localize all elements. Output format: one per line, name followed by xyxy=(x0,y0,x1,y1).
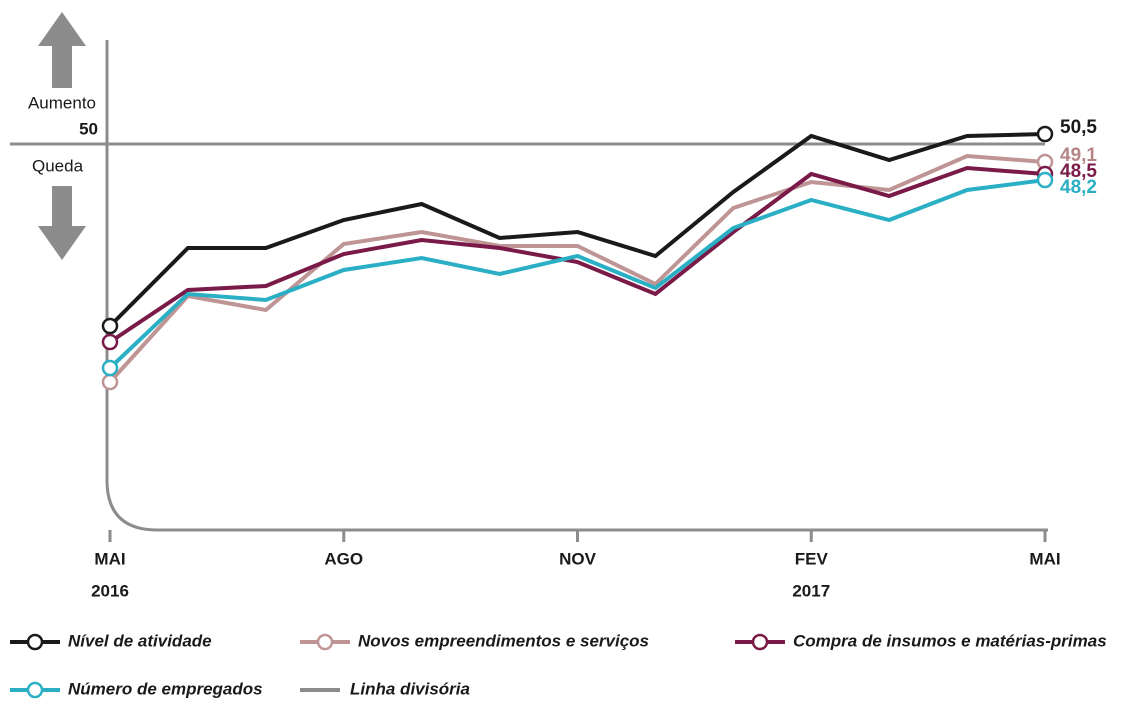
annotation: Queda xyxy=(32,156,84,175)
axis xyxy=(105,40,1048,532)
arrows xyxy=(38,12,86,260)
point-marker xyxy=(101,317,119,335)
point-marker xyxy=(101,359,119,377)
point-marker xyxy=(1036,171,1054,189)
series-line xyxy=(108,153,1046,384)
legend-label: Linha divisória xyxy=(350,679,470,698)
x-tick-label: AGO xyxy=(324,549,363,568)
legend-marker xyxy=(751,633,769,651)
legend-label: Número de empregados xyxy=(68,679,263,698)
legend-label: Novos empreendimentos e serviços xyxy=(358,631,649,650)
end-label: 48,2 xyxy=(1060,177,1097,198)
legend-marker xyxy=(26,633,44,651)
series-line xyxy=(108,178,1046,370)
end-label: 50,5 xyxy=(1060,117,1097,138)
x-tick-label: MAI xyxy=(94,549,125,568)
legend-marker xyxy=(316,633,334,651)
legend-label: Nível de atividade xyxy=(68,631,212,650)
end-label: 48,5 xyxy=(1060,161,1097,182)
legend-item: Compra de insumos e matérias-primas xyxy=(735,631,1107,650)
legend-item: Nível de atividade xyxy=(10,631,212,650)
point-marker xyxy=(1036,125,1054,143)
legend-marker xyxy=(26,681,44,699)
annotation: Aumento xyxy=(28,93,96,112)
down-arrow xyxy=(38,186,86,260)
legend-label: Compra de insumos e matérias-primas xyxy=(793,631,1107,650)
x-tick-label: MAI xyxy=(1029,549,1060,568)
point-marker xyxy=(101,373,119,391)
point-marker xyxy=(101,333,119,351)
x-tick-label: NOV xyxy=(559,549,597,568)
up-arrow xyxy=(38,12,86,88)
series-line xyxy=(108,132,1046,328)
x-tick-label: FEV xyxy=(795,549,829,568)
legend-item: Número de empregados xyxy=(10,679,263,698)
legend-item: Linha divisória xyxy=(300,679,470,698)
y-tick-label: 50 xyxy=(79,119,98,138)
x-year-label: 2016 xyxy=(91,581,129,600)
x-year-label: 2017 xyxy=(792,581,830,600)
end-label: 49,1 xyxy=(1060,145,1097,166)
legend-item: Novos empreendimentos e serviços xyxy=(300,631,649,650)
series-line xyxy=(108,165,1046,344)
